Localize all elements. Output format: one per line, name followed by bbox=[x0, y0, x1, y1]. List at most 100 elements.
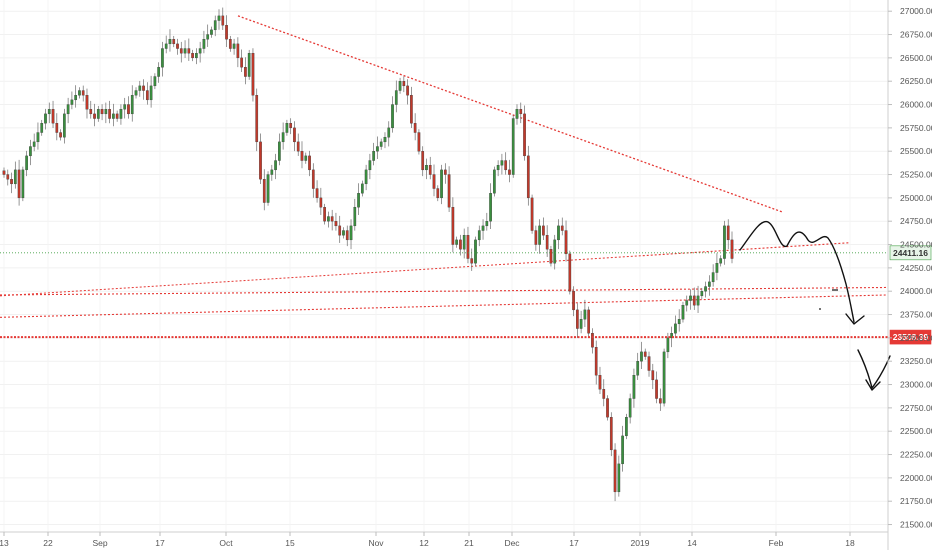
candle-up bbox=[704, 286, 707, 292]
candle-up bbox=[123, 104, 127, 110]
candle-down bbox=[560, 225, 564, 231]
x-tick-label: Feb bbox=[769, 538, 784, 548]
x-tick-label: 14 bbox=[687, 538, 697, 548]
candle-up bbox=[349, 225, 353, 241]
candle-down bbox=[568, 253, 572, 292]
x-tick-label: Oct bbox=[219, 538, 233, 548]
candle-up bbox=[353, 207, 357, 227]
y-axis[interactable]: 21500.00 21750.00 22000.00 22250.00 22500.00… bbox=[888, 6, 932, 530]
candle-down bbox=[244, 67, 247, 77]
x-tick-label: 12 bbox=[419, 538, 429, 548]
candle-up bbox=[161, 48, 164, 68]
candle-down bbox=[730, 239, 734, 259]
price-level-label: 24411.16 bbox=[893, 248, 928, 258]
x-tick-label: 13 bbox=[0, 538, 9, 548]
x-tick-label: 21 bbox=[464, 538, 474, 548]
candle-up bbox=[183, 48, 187, 54]
candle-up bbox=[327, 216, 330, 222]
candle-up bbox=[285, 123, 289, 133]
candle-down bbox=[470, 258, 474, 264]
candle-up bbox=[394, 90, 398, 105]
y-tick-label: 23000.00 bbox=[900, 380, 932, 390]
candle-down bbox=[59, 132, 62, 138]
candle-up bbox=[195, 53, 198, 59]
candle-up bbox=[274, 160, 277, 171]
candle-down bbox=[466, 235, 470, 259]
candle-down bbox=[85, 95, 89, 110]
candle-down bbox=[236, 43, 240, 59]
candle-down bbox=[289, 123, 293, 129]
candle-up bbox=[557, 225, 560, 241]
x-tick-label: 17 bbox=[569, 538, 579, 548]
candle-up bbox=[198, 48, 202, 54]
candle-down bbox=[323, 207, 326, 222]
candle-down bbox=[251, 53, 255, 96]
candle-down bbox=[432, 174, 436, 189]
support-trendline-lower bbox=[0, 294, 889, 318]
candle-down bbox=[402, 81, 406, 87]
candle-up bbox=[63, 113, 66, 138]
y-tick-label: 26500.00 bbox=[900, 53, 932, 63]
candle-down bbox=[643, 351, 647, 357]
candle-up bbox=[247, 53, 251, 77]
y-tick-label: 26250.00 bbox=[900, 76, 932, 86]
y-tick-label: 23500.00 bbox=[900, 333, 932, 343]
candle-up bbox=[511, 118, 515, 175]
candle-up bbox=[210, 29, 213, 35]
y-tick-label: 21500.00 bbox=[900, 520, 932, 530]
candle-down bbox=[300, 151, 304, 161]
candle-down bbox=[406, 85, 409, 96]
candle-down bbox=[10, 179, 13, 185]
y-tick-label: 25750.00 bbox=[900, 123, 932, 133]
candle-up bbox=[70, 99, 74, 105]
candle-down bbox=[587, 309, 591, 334]
candle-down bbox=[594, 347, 598, 376]
y-tick-label: 21750.00 bbox=[900, 496, 932, 506]
candle-down bbox=[191, 53, 194, 59]
candle-up bbox=[376, 146, 379, 152]
y-tick-label: 25250.00 bbox=[900, 170, 932, 180]
candle-up bbox=[78, 90, 81, 96]
candle-down bbox=[606, 398, 609, 418]
candle-up bbox=[681, 305, 685, 320]
candle-down bbox=[2, 170, 6, 175]
candle-down bbox=[255, 95, 259, 143]
candle-up bbox=[364, 169, 368, 185]
candle-down bbox=[311, 169, 315, 189]
candle-down bbox=[421, 151, 425, 171]
candle-down bbox=[530, 197, 534, 231]
candle-down bbox=[345, 230, 349, 241]
candle-down bbox=[602, 389, 606, 399]
x-axis[interactable]: 13 22 Sep 17 Oct 15 Nov 12 21 Dec 17 2019 14 Feb 18 bbox=[0, 532, 855, 548]
candle-up bbox=[304, 155, 308, 161]
candle-down bbox=[417, 132, 421, 152]
support-trendline-middle bbox=[0, 286, 889, 296]
candle-up bbox=[130, 95, 134, 115]
y-tick-label: 22750.00 bbox=[900, 403, 932, 413]
x-tick-label: 15 bbox=[285, 538, 295, 548]
candle-up bbox=[157, 67, 160, 77]
candle-down bbox=[319, 197, 323, 208]
drawn-second-curve bbox=[857, 349, 891, 390]
y-tick-label: 22250.00 bbox=[900, 450, 932, 460]
candle-up bbox=[164, 43, 168, 49]
y-tick-label: 23750.00 bbox=[900, 310, 932, 320]
candle-down bbox=[330, 216, 334, 222]
candle-up bbox=[281, 132, 285, 143]
candle-up bbox=[477, 230, 481, 241]
candle-up bbox=[515, 109, 519, 119]
candle-up bbox=[700, 291, 704, 297]
candle-down bbox=[576, 309, 579, 329]
candle-down bbox=[334, 221, 338, 227]
candle-down bbox=[572, 291, 575, 311]
resistance-trendline bbox=[237, 15, 783, 213]
candle-down bbox=[523, 113, 526, 157]
y-tick-label: 25000.00 bbox=[900, 193, 932, 203]
candle-down bbox=[145, 90, 149, 101]
x-tick-label: 22 bbox=[43, 538, 53, 548]
candle-down bbox=[262, 179, 266, 203]
candle-up bbox=[391, 104, 394, 129]
candle-up bbox=[662, 351, 666, 404]
